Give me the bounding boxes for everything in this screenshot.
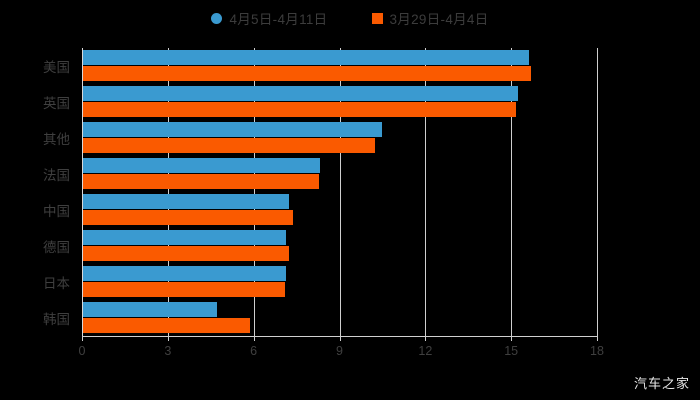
bar-current-period[interactable] — [83, 302, 218, 317]
bar-current-period[interactable] — [83, 266, 287, 281]
x-axis-tick-label: 6 — [250, 344, 258, 358]
legend-swatch-circle-icon — [211, 12, 223, 24]
bar-previous-period[interactable] — [83, 246, 289, 261]
bar-previous-period[interactable] — [83, 138, 375, 153]
bar-previous-period[interactable] — [83, 102, 517, 117]
x-axis-tick-label: 9 — [336, 344, 343, 358]
bar-previous-period[interactable] — [83, 210, 294, 225]
x-axis-tick — [253, 336, 255, 341]
x-axis-tick-label: 0 — [78, 344, 86, 358]
chart-legend: 4月5日-4月11日 3月29日-4月4日 — [0, 8, 700, 28]
bar-current-period[interactable] — [83, 122, 382, 137]
x-axis-tick-label: 3 — [164, 344, 172, 358]
gridline — [339, 48, 341, 336]
legend-item[interactable]: 3月29日-4月4日 — [371, 8, 489, 28]
plot-area: 0 3 6 9 12 15 18 美国英国其他法国中国德国日本韩国 — [43, 48, 604, 358]
bar-previous-period[interactable] — [83, 282, 285, 297]
chart-category-row: 中国 — [43, 192, 598, 228]
y-axis-category-label: 英国 — [43, 96, 70, 111]
chart-category-row: 法国 — [43, 156, 598, 192]
gridline — [253, 48, 255, 336]
y-axis-category-label: 中国 — [43, 204, 70, 219]
x-axis-tick — [425, 336, 427, 341]
y-axis-category-label: 韩国 — [43, 312, 70, 327]
bar-current-period[interactable] — [83, 86, 518, 101]
chart-category-row: 德国 — [43, 228, 598, 264]
gridline — [511, 48, 513, 336]
bar-previous-period[interactable] — [83, 318, 251, 333]
x-axis-tick — [511, 336, 513, 341]
chart-category-row: 其他 — [43, 120, 598, 156]
y-axis-category-label: 其他 — [43, 132, 70, 147]
x-axis-tick — [82, 336, 83, 341]
x-axis-tick-label: 18 — [590, 344, 604, 358]
chart-category-row: 美国 — [43, 48, 598, 84]
gridline — [597, 48, 598, 336]
gridline — [167, 48, 169, 336]
bar-current-period[interactable] — [83, 230, 287, 245]
gridline — [425, 48, 427, 336]
x-axis-tick-label: 12 — [418, 344, 433, 358]
x-axis-tick — [597, 336, 598, 341]
legend-label: 3月29日-4月4日 — [389, 12, 489, 27]
watermark: 汽车之家 — [633, 376, 690, 391]
bar-current-period[interactable] — [83, 158, 321, 173]
y-axis-category-label: 日本 — [43, 276, 70, 291]
x-axis-tick — [167, 336, 169, 341]
bar-current-period[interactable] — [83, 50, 530, 65]
x-axis-tick-label: 15 — [504, 344, 519, 358]
legend-item[interactable]: 4月5日-4月11日 — [211, 8, 327, 28]
y-axis-category-label: 德国 — [43, 240, 70, 255]
y-axis-category-label: 法国 — [43, 168, 70, 183]
legend-label: 4月5日-4月11日 — [229, 12, 328, 27]
y-axis-category-label: 美国 — [43, 60, 70, 75]
y-axis-line — [82, 48, 83, 336]
bar-previous-period[interactable] — [83, 66, 531, 81]
bar-previous-period[interactable] — [83, 174, 320, 189]
chart-category-row: 日本 — [43, 264, 598, 300]
legend-swatch-square-icon — [371, 12, 383, 24]
x-axis-tick — [339, 336, 341, 341]
chart-category-row: 韩国 — [43, 300, 598, 336]
chart-category-row: 英国 — [43, 84, 598, 120]
bar-current-period[interactable] — [83, 194, 289, 209]
